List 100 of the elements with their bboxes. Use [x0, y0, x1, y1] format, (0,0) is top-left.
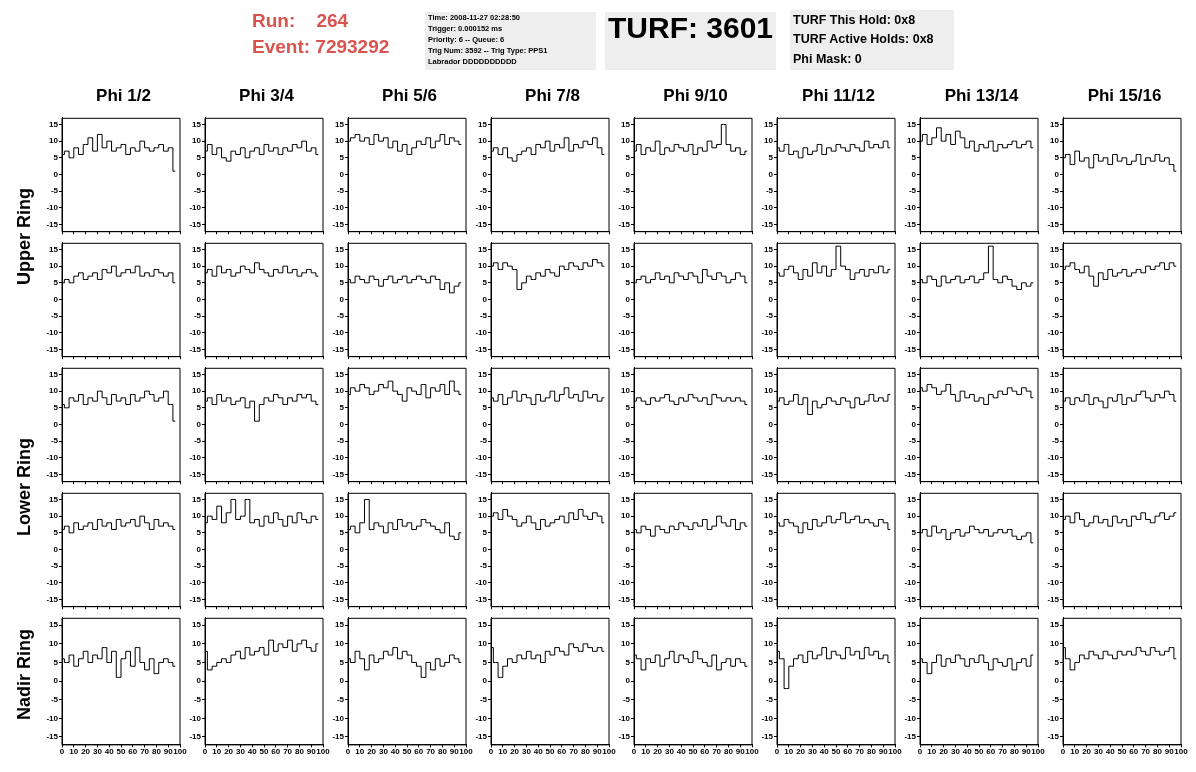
x-tick-label: 70 — [998, 747, 1008, 757]
y-tick-label: -5 — [765, 694, 774, 704]
y-tick-label: 15 — [192, 244, 202, 254]
x-tick-label: 10 — [212, 747, 222, 757]
y-tick-label: 5 — [911, 153, 917, 163]
y-tick-label: -15 — [904, 219, 917, 229]
x-tick-label: 100 — [1174, 747, 1189, 757]
y-tick-label: 10 — [1050, 136, 1060, 146]
y-tick-label: 15 — [621, 620, 631, 630]
x-tick-label: 20 — [796, 747, 806, 757]
y-tick-label: -10 — [618, 328, 631, 338]
y-tick-label: -10 — [475, 713, 488, 723]
y-tick-label: -10 — [904, 203, 917, 213]
y-tick-label: 15 — [49, 620, 59, 630]
x-tick-label: 40 — [962, 747, 973, 757]
y-tick-label: -5 — [193, 561, 202, 571]
y-tick-label: 5 — [768, 403, 774, 413]
y-tick-label: 5 — [339, 528, 345, 538]
y-tick-label: -5 — [336, 311, 345, 321]
y-tick-label: 10 — [335, 136, 345, 146]
y-tick-label: 5 — [1054, 403, 1060, 413]
y-tick-label: 5 — [53, 657, 59, 667]
y-tick-label: -10 — [618, 713, 631, 723]
x-tick-label: 70 — [283, 747, 293, 757]
y-tick-label: -10 — [46, 203, 59, 213]
y-tick-label: 5 — [53, 403, 59, 413]
y-tick-label: 0 — [53, 419, 59, 429]
x-tick-label: 80 — [580, 747, 591, 757]
y-tick-label: 5 — [625, 528, 631, 538]
y-tick-label: 5 — [911, 278, 917, 288]
x-tick-label: 100 — [459, 747, 474, 757]
y-tick-label: 10 — [621, 639, 631, 649]
y-tick-label: -10 — [189, 328, 202, 338]
x-tick-label: 100 — [602, 747, 617, 757]
y-tick-label: 0 — [196, 544, 202, 554]
y-tick-label: -15 — [618, 732, 631, 742]
x-tick-label: 60 — [700, 747, 710, 757]
x-tick-label: 70 — [569, 747, 579, 757]
y-tick-label: 10 — [192, 261, 202, 271]
y-tick-label: 5 — [196, 153, 202, 163]
y-tick-label: -10 — [618, 203, 631, 213]
y-tick-label: -15 — [332, 219, 345, 229]
y-tick-label: -5 — [1051, 311, 1060, 321]
y-tick-label: 5 — [768, 528, 774, 538]
y-tick-label: 10 — [621, 261, 631, 271]
y-tick-label: 5 — [768, 657, 774, 667]
y-tick-label: 15 — [907, 244, 917, 254]
y-tick-label: 0 — [196, 676, 202, 686]
chart-title: Phi 7/8 — [524, 86, 581, 106]
y-tick-label: 5 — [625, 153, 631, 163]
x-tick-label: 100 — [173, 747, 188, 757]
chart-title: Phi 11/12 — [801, 86, 876, 106]
y-tick-label: -15 — [332, 469, 345, 479]
x-tick-label: 100 — [745, 747, 760, 757]
x-tick-label: 60 — [271, 747, 281, 757]
y-tick-label: -5 — [908, 186, 917, 196]
y-tick-label: -10 — [46, 453, 59, 463]
y-tick-label: -5 — [622, 561, 631, 571]
y-tick-label: -15 — [332, 732, 345, 742]
y-tick-label: 5 — [339, 657, 345, 667]
x-tick-label: 10 — [641, 747, 651, 757]
y-tick-label: -15 — [189, 594, 202, 604]
x-tick-label: 70 — [426, 747, 436, 757]
y-tick-label: -5 — [336, 436, 345, 446]
y-tick-label: 5 — [1054, 657, 1060, 667]
y-tick-label: -15 — [475, 469, 488, 479]
y-tick-label: 0 — [625, 676, 631, 686]
y-tick-label: 0 — [482, 419, 488, 429]
x-tick-label: 80 — [151, 747, 162, 757]
y-tick-label: 5 — [339, 278, 345, 288]
y-tick-label: -5 — [1051, 436, 1060, 446]
y-tick-label: 5 — [911, 528, 917, 538]
y-tick-label: 5 — [1054, 278, 1060, 288]
y-tick-label: -5 — [765, 186, 774, 196]
y-tick-label: 0 — [1054, 169, 1060, 179]
y-tick-label: 10 — [907, 136, 917, 146]
y-tick-label: 10 — [621, 511, 631, 521]
y-tick-label: -10 — [761, 203, 774, 213]
y-tick-label: 10 — [1050, 639, 1060, 649]
text: TURF This Hold: 0x8 — [793, 12, 917, 29]
y-tick-label: 0 — [911, 169, 917, 179]
chart-title: Phi 15/16 — [1086, 86, 1163, 106]
y-axis-title: Nadir Ring — [14, 628, 35, 722]
y-tick-label: 0 — [768, 294, 774, 304]
y-tick-label: 15 — [1050, 119, 1060, 129]
y-tick-label: 15 — [621, 494, 631, 504]
y-tick-label: 0 — [911, 676, 917, 686]
x-tick-label: 90 — [449, 747, 460, 757]
y-tick-label: 15 — [192, 119, 202, 129]
y-tick-label: -15 — [904, 594, 917, 604]
y-tick-label: 5 — [1054, 153, 1060, 163]
y-tick-label: -15 — [46, 219, 59, 229]
x-tick-label: 90 — [1021, 747, 1032, 757]
y-tick-label: 15 — [621, 119, 631, 129]
y-tick-label: 0 — [911, 294, 917, 304]
y-tick-label: 0 — [625, 419, 631, 429]
x-tick-label: 20 — [939, 747, 949, 757]
y-tick-label: -15 — [46, 344, 59, 354]
y-tick-label: -10 — [761, 328, 774, 338]
y-tick-label: 15 — [335, 119, 345, 129]
